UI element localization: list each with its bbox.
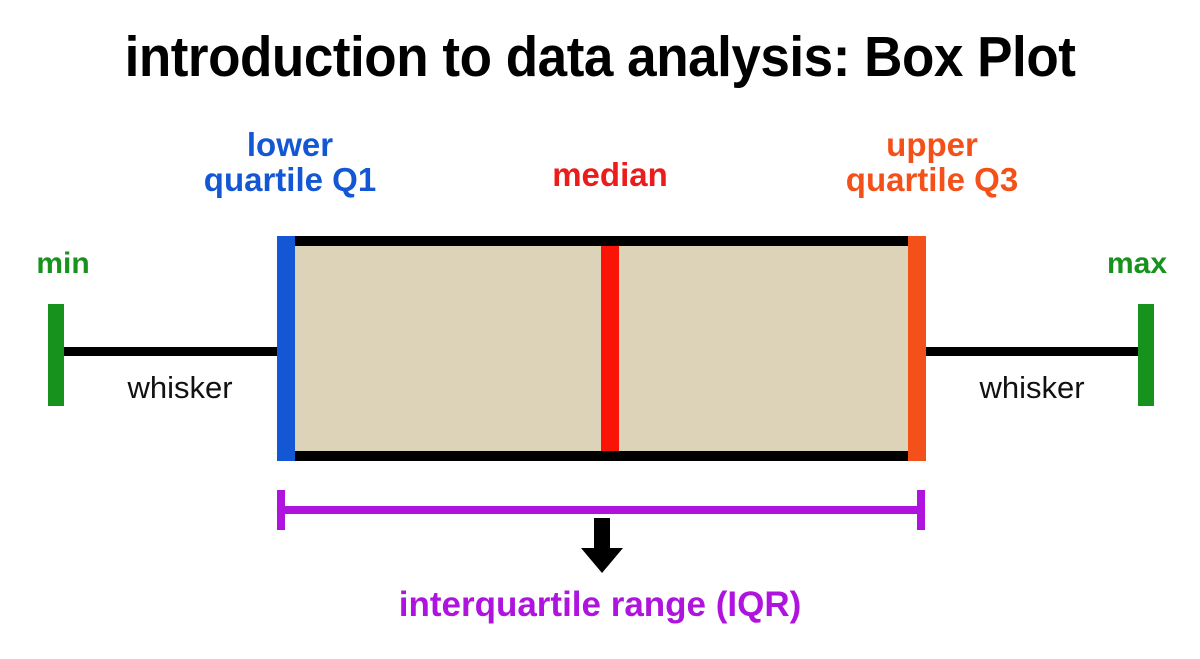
lower-quartile-marker xyxy=(277,236,295,461)
max-cap-marker xyxy=(1138,304,1154,406)
box-bottom-border xyxy=(287,451,916,461)
whisker-left-label: whisker xyxy=(127,370,233,405)
iqr-bracket-bar xyxy=(279,506,924,514)
iqr-bracket-cap-right xyxy=(917,490,925,530)
min-cap-marker xyxy=(48,304,64,406)
min-label: min xyxy=(36,247,90,280)
box-top-border xyxy=(287,236,916,246)
upper-quartile-marker xyxy=(908,236,926,461)
whisker-right-label: whisker xyxy=(979,370,1085,405)
whisker-line-right xyxy=(921,347,1145,356)
iqr-bracket-cap-left xyxy=(277,490,285,530)
lower-quartile-label: lower quartile Q1 xyxy=(203,126,377,198)
page-title: introduction to data analysis: Box Plot xyxy=(124,25,1076,89)
max-label: max xyxy=(1106,247,1168,280)
down-arrow-icon xyxy=(581,518,623,573)
median-label: median xyxy=(552,156,668,193)
iqr-label: interquartile range (IQR) xyxy=(398,585,802,624)
whisker-line-left xyxy=(58,347,286,356)
upper-quartile-label: upper quartile Q3 xyxy=(845,126,1019,198)
median-marker xyxy=(601,246,619,451)
